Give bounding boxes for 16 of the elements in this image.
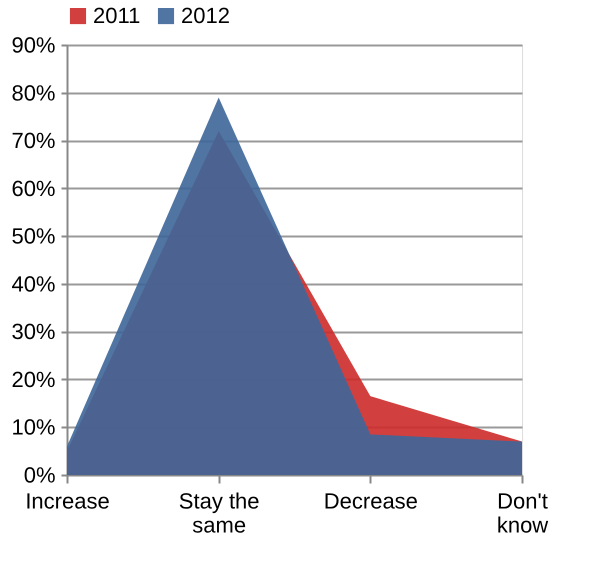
y-tick-label: 80% <box>11 80 56 106</box>
legend-label: 2012 <box>181 3 230 28</box>
y-tick-label: 90% <box>11 32 56 58</box>
y-tick-label: 50% <box>11 224 56 249</box>
x-tick-label: Decrease <box>324 488 418 514</box>
x-tick-label: Increase <box>25 488 110 514</box>
y-tick-label: 40% <box>11 271 56 296</box>
x-tick-label: Stay the same <box>178 488 260 538</box>
y-tick-label: 20% <box>11 366 56 392</box>
x-tick-label: Don't know <box>496 488 548 538</box>
legend-label: 2011 <box>93 3 140 28</box>
y-tick-label: 60% <box>11 176 56 201</box>
y-tick-label: 70% <box>11 128 56 154</box>
y-tick-label: 10% <box>11 414 56 440</box>
y-tick-label: 0% <box>24 462 56 488</box>
y-tick-label: 30% <box>11 319 56 344</box>
